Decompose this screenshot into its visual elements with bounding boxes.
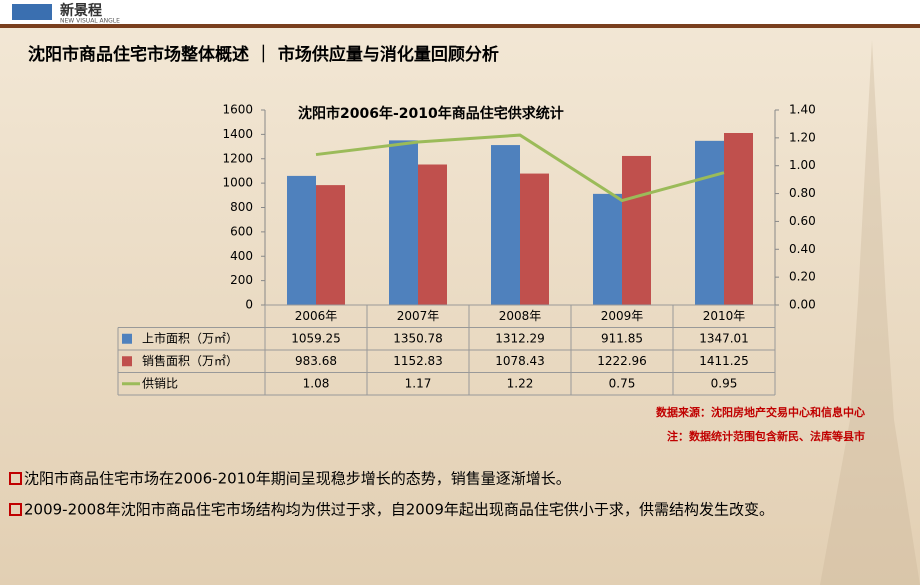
logo-mark	[12, 4, 52, 20]
tower-silhouette	[820, 40, 920, 585]
table-cell: 1.17	[405, 376, 432, 390]
bar	[695, 140, 724, 305]
bar	[316, 185, 345, 305]
table-cell: 0.95	[711, 376, 738, 390]
y-tick-label: 400	[230, 249, 253, 263]
scope-note: 注：数据统计范围包含新民、法库等县市	[667, 429, 865, 443]
y2-tick-label: 0.20	[789, 270, 816, 284]
logo-sub: NEW VISUAL ANGLE	[60, 18, 120, 25]
table-cell: 1.08	[303, 376, 330, 390]
legend-label: 供销比	[142, 376, 178, 390]
y2-tick-label: 0.80	[789, 186, 816, 200]
legend-key	[122, 356, 132, 367]
y2-tick-label: 0.00	[789, 298, 816, 312]
legend-label: 上市面积（万㎡）	[142, 330, 238, 345]
y-tick-label: 1000	[222, 176, 253, 190]
table-cell: 1.22	[507, 376, 534, 390]
table-cell: 983.68	[295, 354, 337, 368]
table-cell: 0.75	[609, 376, 636, 390]
y-tick-label: 1600	[222, 103, 253, 117]
y-tick-label: 800	[230, 200, 253, 214]
bar	[418, 164, 447, 305]
table-cell: 1347.01	[699, 331, 749, 345]
table-cell: 1411.25	[699, 354, 749, 368]
bar	[520, 173, 549, 305]
line	[315, 133, 725, 203]
header-bar	[0, 0, 920, 24]
bullet-icon	[9, 503, 22, 516]
bullet-text: 2009-2008年沈阳市商品住宅市场结构均为供过于求，自2009年起出现商品住…	[24, 501, 774, 519]
table-cell: 1350.78	[393, 331, 443, 345]
x-tick-label: 2006年	[295, 309, 338, 323]
y2-tick-label: 1.20	[789, 130, 816, 144]
table-cell: 1059.25	[291, 331, 341, 345]
bar	[491, 145, 520, 305]
y-tick-label: 1400	[222, 127, 253, 141]
y2-tick-label: 1.40	[789, 103, 816, 117]
source-note: 数据来源：沈阳房地产交易中心和信息中心	[656, 405, 865, 419]
table-cell: 1312.29	[495, 331, 545, 345]
table-cell: 1078.43	[495, 354, 545, 368]
x-tick-label: 2007年	[397, 309, 440, 323]
legend-label: 销售面积（万㎡）	[142, 353, 238, 368]
x-tick-label: 2010年	[703, 309, 746, 323]
y-tick-label: 1200	[222, 151, 253, 165]
bar	[389, 140, 418, 305]
bullet-text: 沈阳市商品住宅市场在2006-2010年期间呈现稳步增长的态势，销售量逐渐增长。	[24, 470, 571, 488]
bullet-icon	[9, 472, 22, 485]
table-cell: 911.85	[601, 331, 643, 345]
y2-tick-label: 1.00	[789, 158, 816, 172]
x-tick-label: 2008年	[499, 309, 542, 323]
bar	[622, 155, 651, 305]
bar	[593, 193, 622, 305]
table-cell: 1152.83	[393, 354, 443, 368]
bar	[287, 175, 316, 305]
chart-title: 沈阳市2006年-2010年商品住宅供求统计	[298, 105, 564, 122]
bar	[724, 133, 753, 305]
y-tick-label: 0	[245, 298, 253, 312]
logo: 新景程	[60, 2, 102, 19]
y2-tick-label: 0.60	[789, 214, 816, 228]
x-tick-label: 2009年	[601, 309, 644, 323]
slide-title: 沈阳市商品住宅市场整体概述 ｜ 市场供应量与消化量回顾分析	[28, 44, 499, 65]
legend-key	[122, 333, 132, 344]
y2-tick-label: 0.40	[789, 242, 816, 256]
header-line	[0, 24, 920, 28]
y-tick-label: 200	[230, 273, 253, 287]
table-cell: 1222.96	[597, 354, 647, 368]
y-tick-label: 600	[230, 224, 253, 238]
